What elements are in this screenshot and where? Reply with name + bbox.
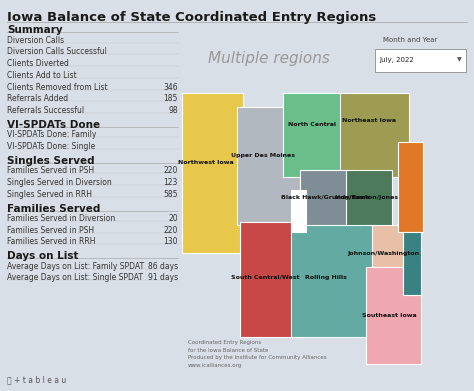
Bar xyxy=(403,232,420,295)
Text: North Central: North Central xyxy=(288,122,336,127)
Text: www.icalliances.org: www.icalliances.org xyxy=(188,363,243,368)
Bar xyxy=(240,222,306,337)
Text: 123: 123 xyxy=(164,178,178,187)
Text: Multiple regions: Multiple regions xyxy=(208,51,329,66)
Text: Singles Served in Diversion: Singles Served in Diversion xyxy=(7,178,112,187)
Text: Families Served in Diversion: Families Served in Diversion xyxy=(7,214,115,223)
Bar xyxy=(292,225,372,337)
Text: July, 2022: July, 2022 xyxy=(379,57,414,63)
Text: VI-SPDATs Done: Family: VI-SPDATs Done: Family xyxy=(7,130,97,139)
Text: 585: 585 xyxy=(163,190,178,199)
Text: Upper Des Moines: Upper Des Moines xyxy=(231,153,295,158)
Text: Northwest Iowa: Northwest Iowa xyxy=(178,160,233,165)
Text: ▼: ▼ xyxy=(457,57,462,63)
Text: 346: 346 xyxy=(163,83,178,91)
Text: Clients Removed from List: Clients Removed from List xyxy=(7,83,108,91)
Text: Clients Diverted: Clients Diverted xyxy=(7,59,69,68)
Text: 86 days: 86 days xyxy=(147,262,178,271)
Text: Referrals Successful: Referrals Successful xyxy=(7,106,84,115)
Text: 130: 130 xyxy=(163,237,178,246)
Text: Black Hawk/Grundy/Tama: Black Hawk/Grundy/Tama xyxy=(282,195,370,200)
Text: 91 days: 91 days xyxy=(147,273,178,282)
Text: Clients Add to List: Clients Add to List xyxy=(7,71,77,80)
Text: Linn/Benton/Jones: Linn/Benton/Jones xyxy=(334,195,398,200)
Text: 98: 98 xyxy=(168,106,178,115)
Bar xyxy=(366,267,420,364)
Text: Referrals Added: Referrals Added xyxy=(7,94,68,103)
Text: Families Served in PSH: Families Served in PSH xyxy=(7,166,94,175)
Text: Iowa Balance of State Coordinated Entry Regions: Iowa Balance of State Coordinated Entry … xyxy=(7,11,376,24)
Text: Month and Year: Month and Year xyxy=(383,38,438,43)
Bar xyxy=(366,225,403,295)
Text: Southeast Iowa: Southeast Iowa xyxy=(362,313,416,318)
Text: Diversion Calls Successful: Diversion Calls Successful xyxy=(7,47,107,56)
Bar xyxy=(340,93,409,177)
Text: Diversion Calls: Diversion Calls xyxy=(7,36,64,45)
Text: 20: 20 xyxy=(168,214,178,223)
Text: VI-SPDATs Done: VI-SPDATs Done xyxy=(7,120,100,130)
Bar xyxy=(283,93,346,177)
Text: 185: 185 xyxy=(164,94,178,103)
Text: Singles Served: Singles Served xyxy=(7,156,95,166)
Bar xyxy=(237,107,300,225)
Bar xyxy=(292,190,306,232)
Text: Singles Served in RRH: Singles Served in RRH xyxy=(7,190,92,199)
Text: South Central/West: South Central/West xyxy=(231,275,300,280)
Text: Northeast Iowa: Northeast Iowa xyxy=(342,118,396,124)
Text: 220: 220 xyxy=(164,166,178,175)
Text: Days on List: Days on List xyxy=(7,251,79,262)
Text: VI-SPDATs Done: Single: VI-SPDATs Done: Single xyxy=(7,142,95,151)
Bar xyxy=(346,170,392,232)
Bar xyxy=(300,170,357,232)
Bar xyxy=(398,142,423,232)
Text: Produced by the Institute for Community Alliances: Produced by the Institute for Community … xyxy=(188,355,327,361)
Text: Summary: Summary xyxy=(7,25,63,36)
Text: 220: 220 xyxy=(164,226,178,235)
Text: Johnson/Washington: Johnson/Washington xyxy=(347,251,419,256)
Text: Rolling Hills: Rolling Hills xyxy=(305,275,347,280)
Text: Coordinated Entry Regions: Coordinated Entry Regions xyxy=(188,340,262,345)
Text: for the Iowa Balance of State: for the Iowa Balance of State xyxy=(188,348,269,353)
Bar xyxy=(182,93,243,253)
FancyBboxPatch shape xyxy=(374,48,466,72)
Text: Average Days on List: Single SPDAT: Average Days on List: Single SPDAT xyxy=(7,273,143,282)
Text: Average Days on List: Family SPDAT: Average Days on List: Family SPDAT xyxy=(7,262,144,271)
Text: Ⓢ + t a b l e a u: Ⓢ + t a b l e a u xyxy=(7,375,66,384)
Text: Families Served in RRH: Families Served in RRH xyxy=(7,237,96,246)
Text: Families Served in PSH: Families Served in PSH xyxy=(7,226,94,235)
Text: Families Served: Families Served xyxy=(7,204,100,214)
